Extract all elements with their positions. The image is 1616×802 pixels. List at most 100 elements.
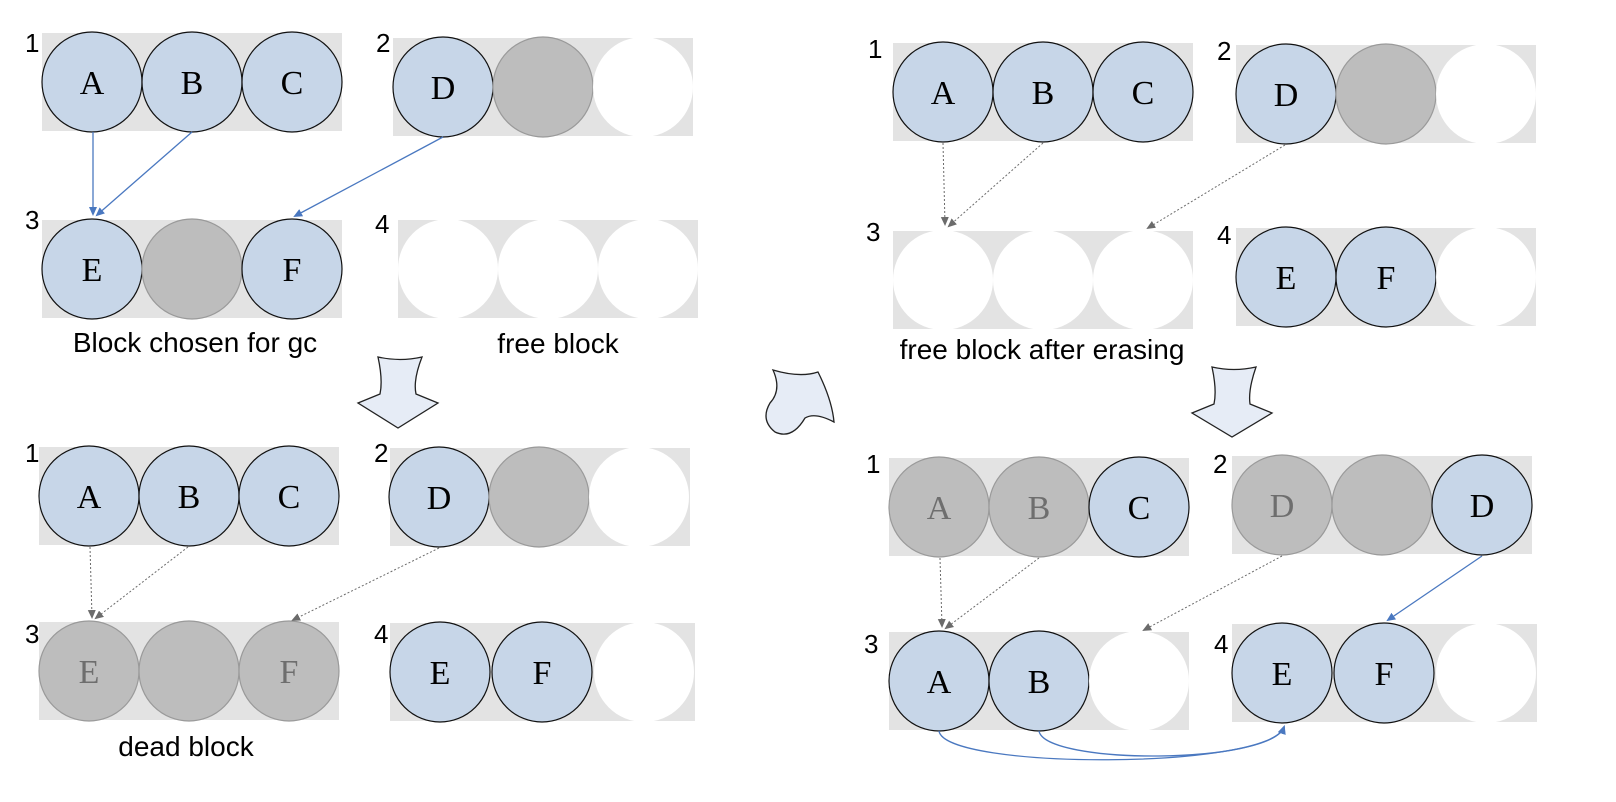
page-cell — [1436, 227, 1536, 327]
block-3: 3 E F — [25, 205, 343, 320]
page-cell — [138, 620, 240, 722]
panel-after-erase: 1 A B C 2 D 3 — [866, 34, 1536, 365]
page-cell — [1431, 454, 1533, 556]
page-label: B — [1032, 75, 1055, 112]
block-1: 1 A B C — [866, 449, 1190, 558]
page-label: F — [280, 654, 299, 691]
block-number: 1 — [868, 34, 882, 64]
page-label: E — [430, 655, 451, 692]
page-cell — [1335, 43, 1437, 145]
page-cell — [141, 218, 243, 320]
block-3: 3 A B — [864, 629, 1189, 732]
block-4: 4 E F — [1214, 622, 1537, 724]
page-label: F — [1375, 656, 1394, 693]
block-number: 4 — [1214, 629, 1228, 659]
mapping-arrow — [293, 136, 444, 217]
block-number: 1 — [866, 449, 880, 479]
page-cell — [389, 621, 491, 723]
page-cell — [492, 36, 594, 138]
page-cell — [1092, 41, 1194, 143]
block-2: 2 D — [1217, 36, 1536, 145]
page-cell — [1231, 622, 1333, 724]
page-label: D — [427, 480, 452, 517]
page-label: A — [931, 75, 956, 112]
page-label: D — [1470, 488, 1495, 525]
block-number: 2 — [374, 438, 388, 468]
block-4: 4 E F — [1217, 220, 1536, 328]
block-2: 2 D D — [1213, 449, 1533, 556]
page-label: E — [1272, 656, 1293, 693]
page-cell — [241, 31, 343, 133]
page-cell — [398, 219, 498, 319]
page-label: D — [431, 70, 456, 107]
page-cell — [893, 230, 993, 330]
page-label: C — [1128, 490, 1151, 527]
page-cell — [1436, 623, 1536, 723]
page-label: A — [77, 479, 102, 516]
page-cell — [238, 620, 340, 722]
page-label: E — [79, 654, 100, 691]
block-number: 4 — [1217, 220, 1231, 250]
block-number: 4 — [375, 209, 389, 239]
page-cell — [1331, 454, 1433, 556]
stale-mapping-arrow — [94, 546, 189, 620]
block-number: 3 — [25, 205, 39, 235]
page-cell — [1333, 622, 1435, 724]
block-4: 4 E F — [374, 619, 695, 723]
page-label: B — [181, 65, 204, 102]
panel-after-rewrite: 1 A B C 2 D D 3 A B — [864, 449, 1537, 761]
mapping-arrow — [1386, 555, 1483, 622]
page-cell — [498, 219, 598, 319]
page-label: A — [927, 490, 952, 527]
page-cell — [598, 219, 698, 319]
block-number: 3 — [866, 217, 880, 247]
panel-after-copy: 1 A B C 2 D 3 E F — [25, 438, 695, 762]
page-cell — [589, 447, 689, 547]
page-cell — [993, 230, 1093, 330]
mapping-arrow — [95, 131, 193, 217]
page-label: F — [1377, 260, 1396, 297]
block-number: 2 — [1217, 36, 1231, 66]
page-cell — [1088, 456, 1190, 558]
stale-mapping-arrow — [944, 557, 1040, 630]
stale-mapping-arrow — [1142, 555, 1283, 631]
caption-free-block: free block — [497, 328, 619, 359]
stale-mapping-arrow — [87, 546, 96, 619]
stale-mapping-arrow — [291, 547, 440, 621]
block-2: 2 D — [376, 28, 693, 138]
mapping-arrow — [1038, 725, 1286, 757]
page-label: A — [927, 664, 952, 701]
page-cell — [593, 37, 693, 137]
page-label: D — [1274, 77, 1299, 114]
page-cell — [1093, 230, 1193, 330]
caption-dead-block: dead block — [118, 731, 254, 762]
block-number: 3 — [25, 619, 39, 649]
page-cell — [488, 446, 590, 548]
block-number: 2 — [1213, 449, 1227, 479]
panel-initial: 1 A B C 2 D 3 E F — [25, 28, 698, 359]
page-label: C — [281, 65, 304, 102]
block-4: 4 — [375, 209, 698, 319]
stale-mapping-arrow — [937, 557, 946, 628]
page-label: B — [178, 479, 201, 516]
page-label: C — [1132, 75, 1155, 112]
page-cell — [594, 622, 694, 722]
page-cell — [1436, 44, 1536, 144]
step-arrow-up-right-icon — [765, 368, 835, 435]
page-cell — [1089, 631, 1189, 731]
block-1: 1 A B C — [25, 28, 343, 133]
step-arrow-down-icon — [356, 356, 440, 429]
page-label: E — [82, 252, 103, 289]
block-number: 3 — [864, 629, 878, 659]
stale-mapping-arrow — [947, 142, 1044, 228]
block-number: 1 — [25, 28, 39, 58]
page-label: F — [533, 655, 552, 692]
block-2: 2 D — [374, 438, 690, 548]
block-number: 1 — [25, 438, 39, 468]
page-label: A — [80, 65, 105, 102]
stale-mapping-arrow — [940, 142, 949, 226]
page-cell — [241, 218, 343, 320]
page-label: B — [1028, 490, 1051, 527]
